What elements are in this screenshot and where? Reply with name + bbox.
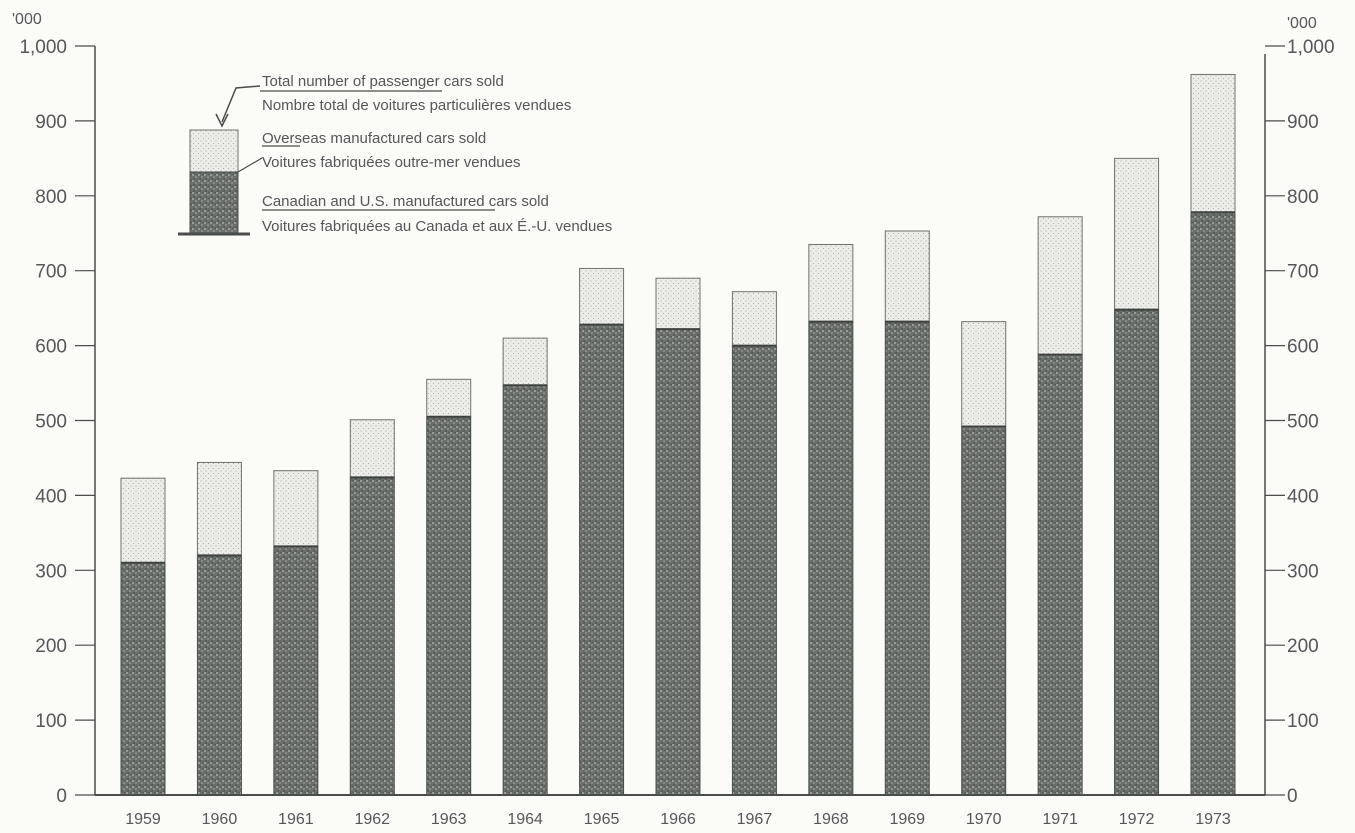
legend-total-label-fr: Nombre total de voitures particulières v… xyxy=(262,97,571,114)
bar-overseas-1973 xyxy=(1190,73,1236,213)
y-tick-label-left: 0 xyxy=(56,786,67,807)
bar-domestic-1968 xyxy=(808,321,854,796)
legend-total-label: Total number of passenger cars sold xyxy=(262,73,504,90)
legend: Total number of passenger cars sold Nomb… xyxy=(178,73,612,236)
bar-domestic-1961 xyxy=(273,545,319,796)
x-tick-label: 1963 xyxy=(431,811,467,828)
legend-domestic-label-fr: Voitures fabriquées au Canada et aux É.-… xyxy=(262,218,612,235)
y-tick-label-left: 600 xyxy=(35,337,67,358)
bar-domestic-1962 xyxy=(349,476,395,796)
legend-total-arrowhead xyxy=(215,113,229,128)
y-tick-label-right: 100 xyxy=(1287,711,1319,732)
bar-domestic-1960 xyxy=(196,554,242,796)
bar-overseas-1966 xyxy=(655,277,701,330)
bar-domestic-1967 xyxy=(731,345,777,796)
bar-overseas-1961 xyxy=(273,470,319,547)
y-tick-label-left: 200 xyxy=(35,636,67,657)
bar-overseas-1969 xyxy=(884,230,930,323)
bar-overseas-1962 xyxy=(349,419,395,478)
y-tick-label-right: 800 xyxy=(1287,187,1319,208)
bar-domestic-1963 xyxy=(426,416,472,796)
x-tick-label: 1971 xyxy=(1042,811,1078,828)
y-tick-label-right: 900 xyxy=(1287,112,1319,133)
legend-overseas-pointer xyxy=(237,157,263,173)
x-tick-label: 1973 xyxy=(1195,811,1231,828)
y-tick-label-left: 1,000 xyxy=(19,37,67,58)
unit-label-right: '000 xyxy=(1287,15,1317,32)
bar-overseas-1968 xyxy=(808,243,854,323)
bar-domestic-1970 xyxy=(961,425,1007,796)
x-tick-label: 1962 xyxy=(354,811,390,828)
bar-domestic-1964 xyxy=(502,384,548,796)
x-tick-label: 1969 xyxy=(889,811,925,828)
right-axis: 0 100 200 300 400 500 600 700 800 900 1,000 xyxy=(1264,37,1335,807)
legend-overseas-label-fr: Voitures fabriquées outre-mer vendues xyxy=(262,154,520,171)
bar-domestic-1971 xyxy=(1037,354,1083,796)
x-axis: 1959 1960 1961 1962 1963 1964 1965 1966 1967 1968… xyxy=(95,794,1265,828)
y-tick-label-left: 100 xyxy=(35,711,67,732)
y-tick-label-right: 200 xyxy=(1287,636,1319,657)
y-tick-label-right: 700 xyxy=(1287,262,1319,283)
legend-overseas-label: Overseas manufactured cars sold xyxy=(262,130,486,147)
bar-domestic-1959 xyxy=(120,562,166,796)
bar-domestic-1969 xyxy=(884,321,930,796)
legend-swatch-overseas xyxy=(189,129,239,173)
x-tick-label: 1968 xyxy=(813,811,849,828)
unit-label-left: '000 xyxy=(12,11,42,28)
x-tick-label: 1967 xyxy=(737,811,773,828)
y-tick-label-left: 300 xyxy=(35,561,67,582)
y-tick-label-left: 800 xyxy=(35,187,67,208)
bar-domestic-1973 xyxy=(1190,211,1236,796)
y-tick-label-right: 600 xyxy=(1287,337,1319,358)
x-tick-label: 1959 xyxy=(125,811,161,828)
y-tick-label-right: 300 xyxy=(1287,561,1319,582)
bar-overseas-1965 xyxy=(579,267,625,326)
bar-overseas-1967 xyxy=(731,291,777,347)
y-tick-label-right: 500 xyxy=(1287,412,1319,433)
y-tick-label-left: 700 xyxy=(35,262,67,283)
bar-overseas-1964 xyxy=(502,337,548,386)
x-tick-label: 1965 xyxy=(584,811,620,828)
bar-overseas-1971 xyxy=(1037,216,1083,356)
x-tick-label: 1961 xyxy=(278,811,314,828)
y-tick-label-right: 400 xyxy=(1287,486,1319,507)
plot-area xyxy=(120,73,1236,796)
bar-domestic-1965 xyxy=(579,324,625,796)
left-axis: 0 100 200 300 400 500 600 700 800 900 1,000 xyxy=(19,37,96,807)
bar-domestic-1972 xyxy=(1114,309,1160,796)
legend-domestic-label: Canadian and U.S. manufactured cars sold xyxy=(262,193,549,210)
bar-overseas-1960 xyxy=(196,461,242,556)
x-tick-label: 1960 xyxy=(202,811,238,828)
x-tick-label: 1972 xyxy=(1119,811,1155,828)
bar-overseas-1963 xyxy=(426,378,472,418)
legend-total-pointer xyxy=(221,85,261,123)
y-tick-label-left: 500 xyxy=(35,412,67,433)
bar-overseas-1959 xyxy=(120,477,166,564)
legend-swatch-domestic xyxy=(189,171,239,235)
y-tick-label-right: 0 xyxy=(1287,786,1298,807)
x-tick-label: 1966 xyxy=(660,811,696,828)
y-tick-label-left: 400 xyxy=(35,486,67,507)
bar-overseas-1970 xyxy=(961,321,1007,427)
y-tick-label-right: 1,000 xyxy=(1287,37,1335,58)
y-tick-label-left: 900 xyxy=(35,112,67,133)
bar-domestic-1966 xyxy=(655,328,701,796)
x-tick-label: 1964 xyxy=(507,811,543,828)
bar-overseas-1972 xyxy=(1114,157,1160,311)
x-tick-label: 1970 xyxy=(966,811,1002,828)
